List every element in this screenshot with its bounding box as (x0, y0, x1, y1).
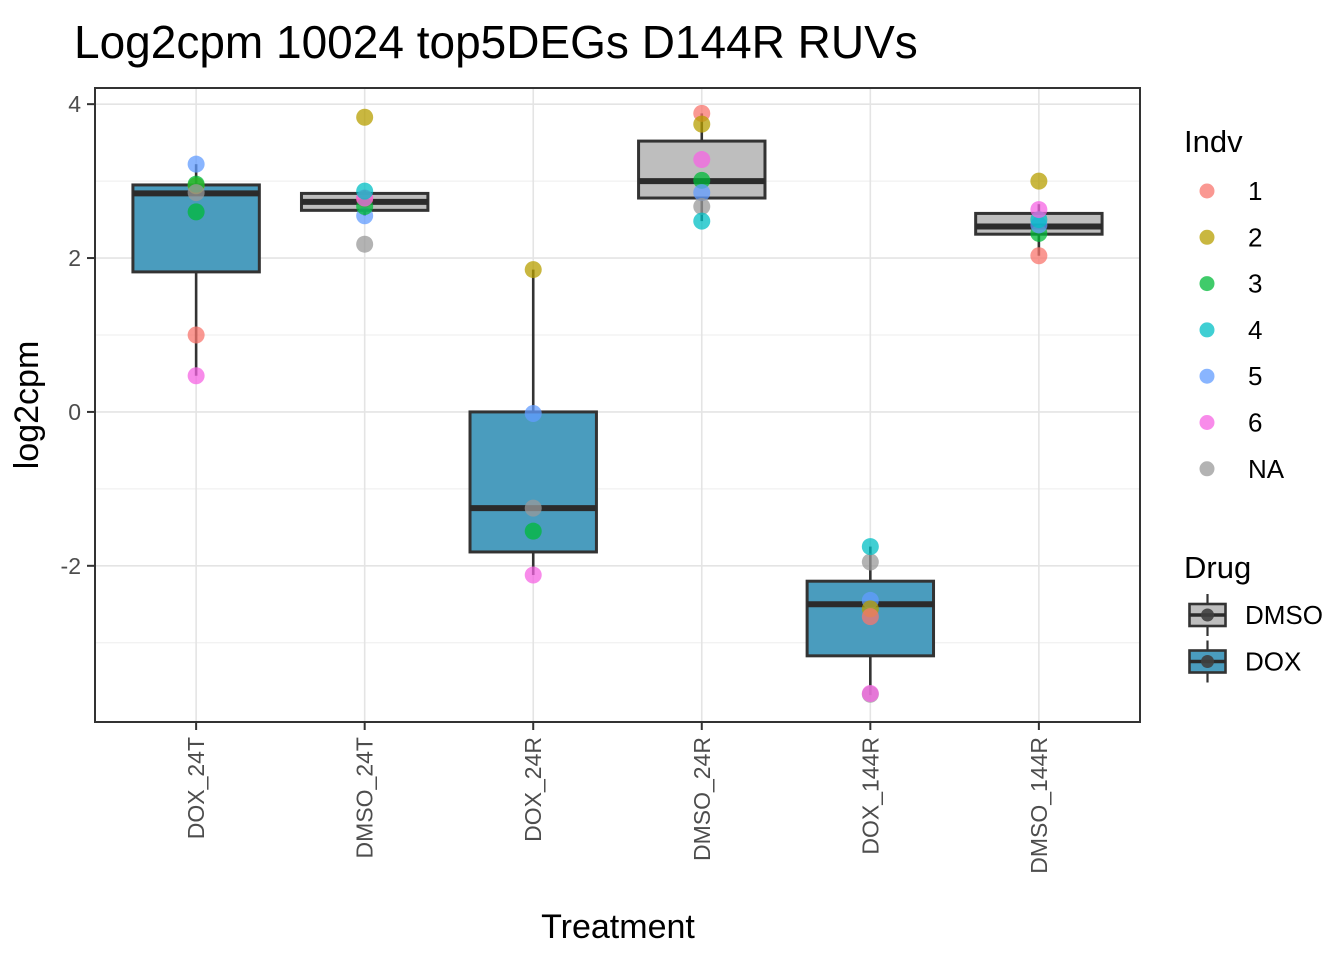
y-tick-label: 4 (68, 91, 81, 117)
point-indv-NA (356, 235, 374, 253)
point-indv-2 (524, 261, 542, 279)
x-tick-label: DMSO_24R (689, 737, 715, 861)
legend-drug-item-DMSO: DMSO (1188, 594, 1323, 636)
legend-point-icon (1199, 322, 1215, 338)
legend-indv-item-NA: NA (1199, 454, 1285, 484)
legend-drug-item-DOX: DOX (1188, 640, 1301, 683)
legend-indv-item-2: 2 (1199, 222, 1262, 252)
point-indv-4 (693, 212, 711, 230)
point-indv-NA (861, 553, 879, 571)
point-indv-2 (356, 108, 374, 126)
point-indv-5 (187, 155, 205, 173)
legend-indv-title: Indv (1184, 124, 1243, 159)
legend-point-icon (1199, 368, 1215, 384)
legend-indv-label: 6 (1248, 408, 1262, 438)
jitter-points (187, 104, 1048, 703)
y-tick-label: -2 (61, 553, 81, 579)
legend-indv-item-3: 3 (1199, 269, 1262, 299)
point-indv-1 (187, 326, 205, 344)
legend-indv-items: 1 2 3 4 5 6 NA (1199, 176, 1285, 484)
point-indv-2 (693, 115, 711, 133)
y-tick-label: 2 (68, 245, 81, 271)
point-indv-3 (693, 171, 711, 189)
point-indv-5 (524, 404, 542, 422)
y-axis: 4 2 0 -2 (61, 91, 95, 579)
legend-indv-label: NA (1248, 454, 1285, 484)
x-axis: DOX_24T DMSO_24T DOX_24R DMSO_24R DOX_144R DM… (183, 722, 1052, 874)
boxplot-DOX_24R (468, 269, 598, 576)
box-iqr (468, 410, 598, 554)
panel-border (94, 87, 1141, 723)
box-iqr (637, 139, 767, 200)
legend-point-icon (1199, 276, 1215, 292)
point-indv-6 (693, 151, 711, 169)
legend-drug-title: Drug (1184, 550, 1251, 585)
x-tick-label: DOX_144R (857, 737, 883, 855)
point-indv-NA (524, 499, 542, 517)
legend-point-icon (1199, 461, 1215, 477)
legend: Indv 1 2 3 4 5 6 NA Drug DMSO DOX (1184, 124, 1323, 683)
legend-indv-label: 3 (1248, 269, 1262, 299)
point-indv-6 (187, 367, 205, 385)
legend-point-icon (1199, 183, 1215, 199)
point-indv-NA (187, 184, 205, 202)
point-indv-4 (861, 538, 879, 556)
point-indv-6 (1030, 201, 1048, 219)
x-axis-title: Treatment (541, 908, 695, 946)
legend-indv-item-6: 6 (1199, 408, 1262, 438)
point-indv-4 (356, 182, 374, 200)
legend-indv-label: 4 (1248, 315, 1262, 345)
legend-point-icon (1199, 415, 1215, 430)
point-indv-2 (1030, 172, 1048, 190)
point-indv-3 (524, 522, 542, 540)
point-indv-3 (187, 203, 205, 221)
legend-indv-label: 5 (1248, 361, 1262, 391)
x-tick-label: DMSO_24T (352, 737, 378, 858)
y-axis-title: log2cpm (8, 341, 46, 470)
legend-point-icon (1199, 229, 1215, 245)
y-tick-label: 0 (68, 399, 81, 425)
legend-indv-item-1: 1 (1199, 176, 1262, 206)
legend-key-point (1201, 655, 1214, 668)
legend-drug-items: DMSO DOX (1188, 594, 1323, 683)
legend-drug-label: DOX (1245, 647, 1301, 677)
x-tick-label: DMSO_144R (1026, 737, 1052, 874)
legend-indv-item-4: 4 (1199, 315, 1262, 345)
point-indv-1 (861, 608, 879, 626)
x-tick-label: DOX_24T (183, 737, 209, 839)
point-indv-6 (861, 685, 879, 703)
point-indv-NA (693, 197, 711, 215)
panel-background (95, 88, 1140, 722)
legend-indv-label: 1 (1248, 176, 1262, 206)
point-indv-1 (1030, 247, 1048, 265)
legend-indv-label: 2 (1248, 222, 1262, 252)
x-tick-label: DOX_24R (520, 737, 546, 842)
legend-drug-label: DMSO (1245, 600, 1323, 630)
point-indv-5 (693, 184, 711, 202)
legend-indv-item-5: 5 (1199, 361, 1262, 391)
point-indv-6 (524, 566, 542, 584)
plot-title: Log2cpm 10024 top5DEGs D144R RUVs (74, 16, 918, 68)
legend-key-point (1201, 608, 1214, 622)
